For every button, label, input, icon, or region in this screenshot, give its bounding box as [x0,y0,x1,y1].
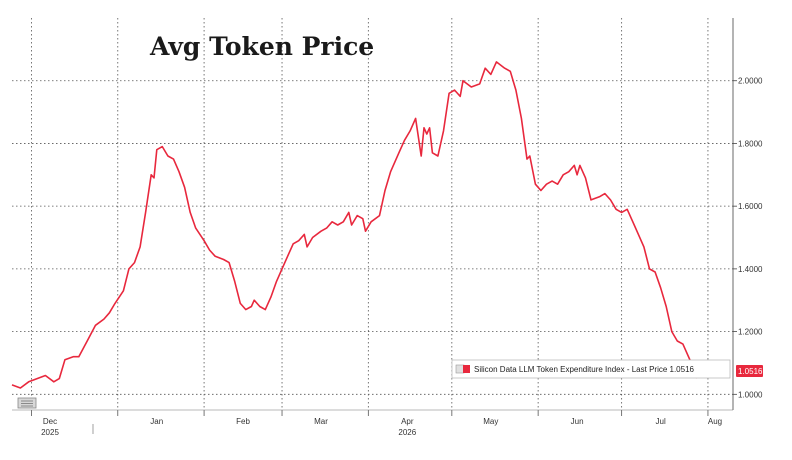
legend-box [451,359,731,379]
y-tick-label: 1.4000 [738,265,763,274]
last-price-label: 1.0516 [738,367,763,376]
x-tick-label: Jul [656,417,666,426]
y-tick-label: 2.0000 [738,77,763,86]
y-tick-label: 1.0000 [738,390,763,399]
chart-menu-icon[interactable] [17,397,37,409]
last-price-badge-bg [736,365,763,377]
x-tick-label: Mar [314,417,328,426]
x-tick-label: Aug [708,417,722,426]
y-axis-ticks: 1.0000 1.2000 1.4000 1.6000 1.8000 2.0000 [738,77,763,400]
chart-title: Avg Token Price [149,32,374,61]
x-year-label: 2026 [398,428,416,437]
x-tick-label: Jan [150,417,163,426]
x-tick-label: Apr [401,417,414,426]
y-tick-label: 1.6000 [738,202,763,211]
axes [12,18,737,434]
x-year-label: 2025 [41,428,59,437]
last-price-badge: 1.0516 [736,365,763,377]
x-tick-label: Jun [571,417,584,426]
series-layer [11,61,698,389]
x-tick-label: May [483,417,498,426]
grid [12,18,733,410]
legend-marker-icon [455,364,465,374]
series-line [11,61,698,389]
y-tick-label: 1.2000 [738,328,763,337]
x-tick-label: Dec [43,417,57,426]
y-tick-label: 1.8000 [738,139,763,148]
legend-swatch [463,365,470,373]
x-tick-label: Feb [236,417,250,426]
x-axis-ticks: Dec 2025 Jan Feb Mar Apr 2026 May Jun Jul Aug [41,417,722,437]
legend: Silicon Data LLM Token Expenditure Index… [451,359,731,379]
legend-entry: Silicon Data LLM Token Expenditure Index… [474,365,695,374]
